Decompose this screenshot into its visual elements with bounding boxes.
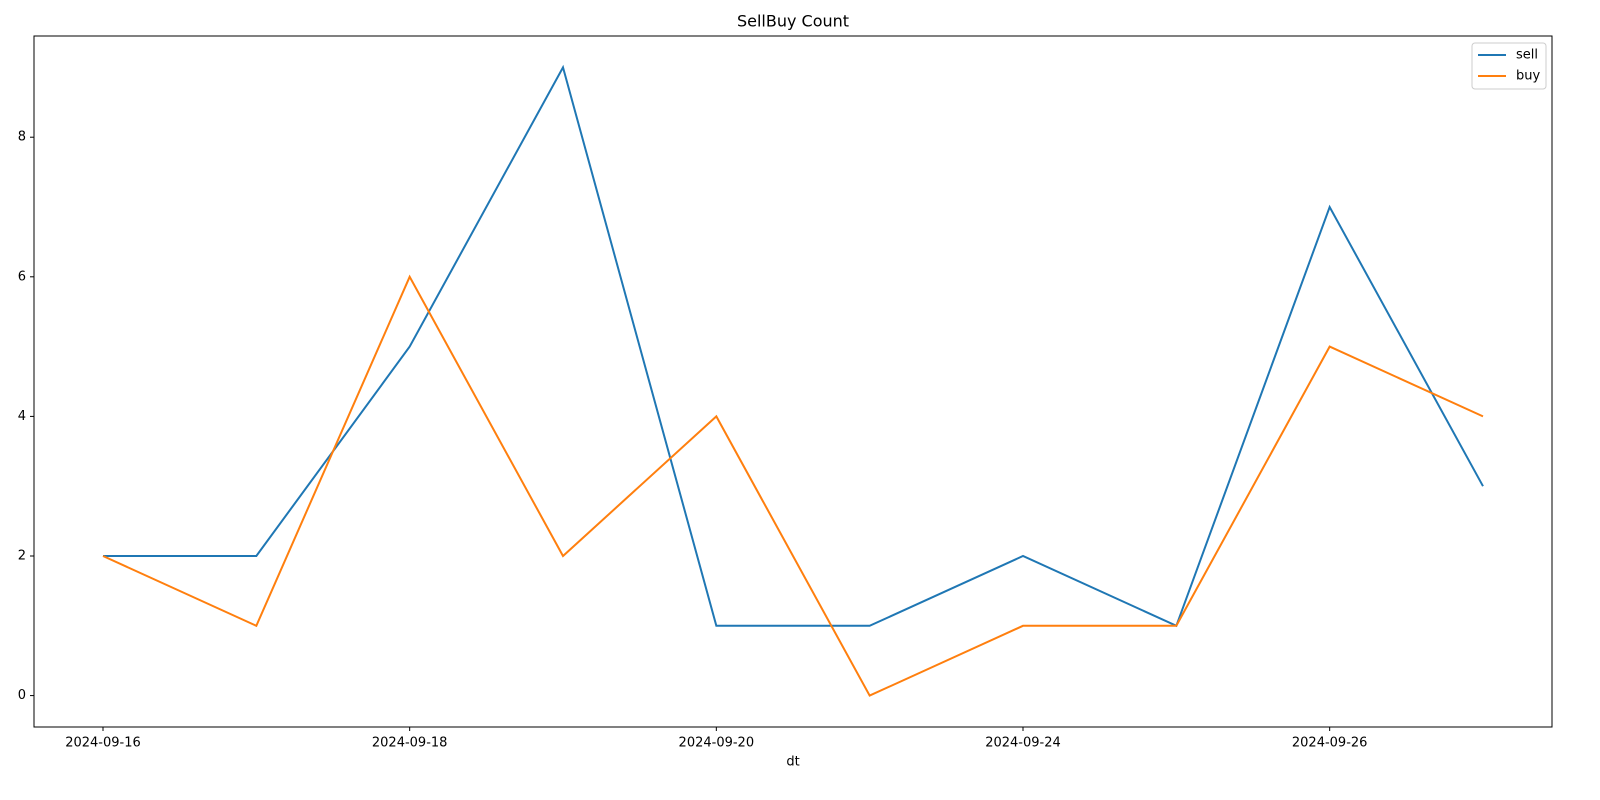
legend-label: sell [1516, 48, 1538, 63]
plot-area [33, 35, 1553, 728]
x-tick-label: 2024-09-24 [985, 736, 1061, 751]
x-tick-label: 2024-09-26 [1292, 736, 1368, 751]
legend-label: buy [1516, 69, 1540, 84]
line-series [103, 64, 1484, 628]
y-tick-label: 4 [18, 409, 26, 424]
x-axis-label: dt [786, 755, 799, 770]
y-tick-label: 8 [18, 130, 26, 145]
line-series [102, 274, 1484, 697]
y-tick-label: 6 [18, 269, 26, 284]
y-tick-label: 0 [18, 688, 26, 703]
x-tick-label: 2024-09-16 [65, 736, 141, 751]
x-tick-label: 2024-09-20 [679, 736, 755, 751]
chart-title: SellBuy Count [737, 12, 849, 31]
x-tick-label: 2024-09-18 [372, 736, 448, 751]
y-tick-label: 2 [18, 548, 26, 563]
